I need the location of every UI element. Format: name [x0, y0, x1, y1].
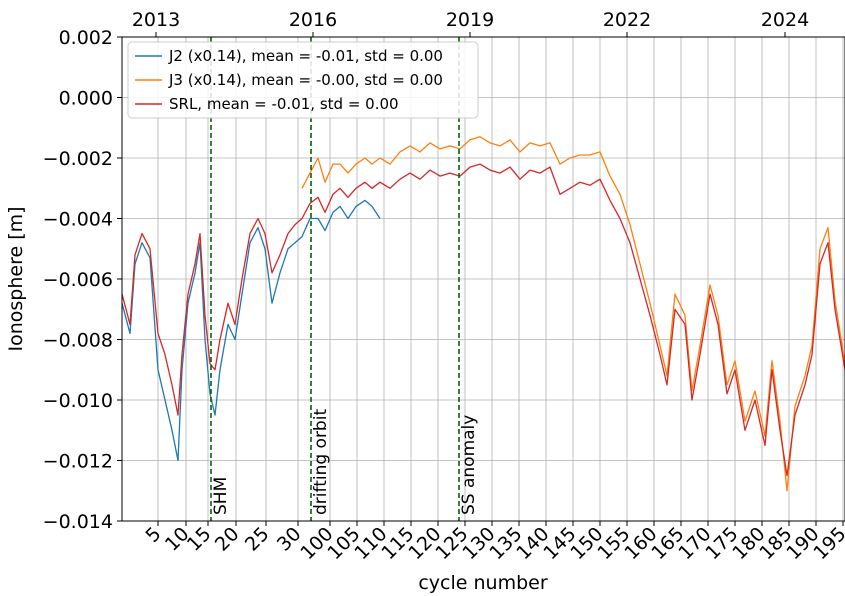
x2-tick-label: 2013 [132, 9, 180, 31]
event-label: drifting orbit [311, 409, 331, 515]
x-tick-label: 25 [241, 523, 274, 556]
series-line [121, 199, 381, 462]
y-axis-label: Ionosphere [m] [5, 206, 27, 351]
y-tick-label: −0.004 [43, 209, 113, 231]
y-tick-label: −0.002 [43, 148, 113, 170]
legend-label: J3 (x0.14), mean = -0.00, std = 0.00 [168, 71, 443, 89]
legend-label: J2 (x0.14), mean = -0.01, std = 0.00 [168, 47, 443, 65]
x-tick-label: 5 [141, 523, 165, 547]
legend-box [127, 41, 479, 119]
legend-label: SRL, mean = -0.01, std = 0.00 [169, 95, 399, 113]
x2-tick-label: 2019 [446, 9, 494, 31]
x-axis-label: cycle number [418, 572, 547, 594]
event-label: SS anomaly [459, 415, 479, 515]
plot-frame [121, 36, 845, 522]
x-tick-label: 20 [211, 523, 244, 556]
series-line [121, 163, 845, 477]
x-tick-label: 195 [809, 523, 845, 564]
x2-tick-label: 2024 [761, 9, 809, 31]
y-tick-label: −0.008 [43, 330, 113, 352]
y-tick-label: −0.006 [43, 269, 113, 291]
y-tick-label: −0.010 [43, 390, 113, 412]
y-tick-label: −0.012 [43, 451, 113, 473]
y-tick-label: 0.002 [59, 27, 113, 49]
series-line [301, 136, 845, 492]
x2-tick-label: 2022 [603, 9, 651, 31]
event-label: SHM [211, 477, 231, 515]
y-tick-label: 0.000 [59, 88, 113, 110]
y-tick-label: −0.014 [43, 511, 113, 533]
x2-tick-label: 2016 [289, 9, 337, 31]
